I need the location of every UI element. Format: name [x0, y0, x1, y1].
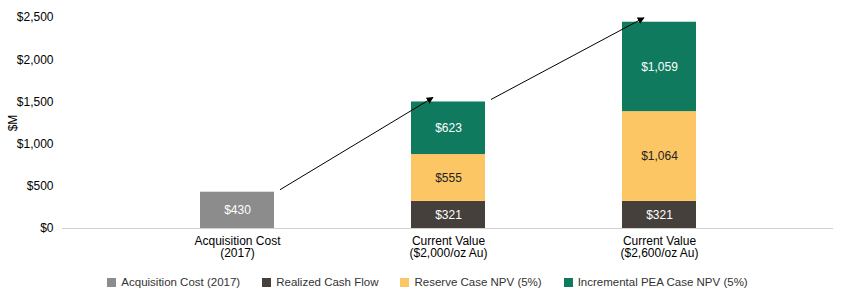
- svg-text:$1,000: $1,000: [17, 137, 54, 151]
- svg-text:Current Value($2,600/oz Au): Current Value($2,600/oz Au): [620, 234, 698, 260]
- svg-text:$0: $0: [40, 221, 54, 235]
- svg-text:$1,500: $1,500: [17, 95, 54, 109]
- html-text:Realized Cash Flow: Realized Cash Flow: [276, 276, 379, 288]
- svg-text:$430: $430: [224, 203, 251, 217]
- svg-text:$2,500: $2,500: [17, 10, 54, 24]
- svg-text:$321: $321: [435, 208, 462, 222]
- svg-text:$2,000: $2,000: [17, 53, 54, 67]
- svg-text:$M: $M: [6, 115, 20, 132]
- svg-text:$1,064: $1,064: [641, 149, 678, 163]
- html-text:Reserve Case NPV (5%): Reserve Case NPV (5%): [414, 276, 542, 288]
- svg-text:$1,059: $1,059: [641, 60, 678, 74]
- svg-text:$623: $623: [435, 121, 462, 135]
- html-text:Acquisition Cost (2017): Acquisition Cost (2017): [121, 276, 241, 288]
- svg-text:Acquisition Cost(2017): Acquisition Cost(2017): [194, 234, 281, 260]
- html-text:Incremental PEA Case NPV (5%): Incremental PEA Case NPV (5%): [577, 276, 748, 288]
- svg-text:$321: $321: [646, 208, 673, 222]
- svg-text:$500: $500: [27, 179, 54, 193]
- svg-text:$555: $555: [435, 171, 462, 185]
- svg-text:Current Value($2,000/oz Au): Current Value($2,000/oz Au): [409, 234, 487, 260]
